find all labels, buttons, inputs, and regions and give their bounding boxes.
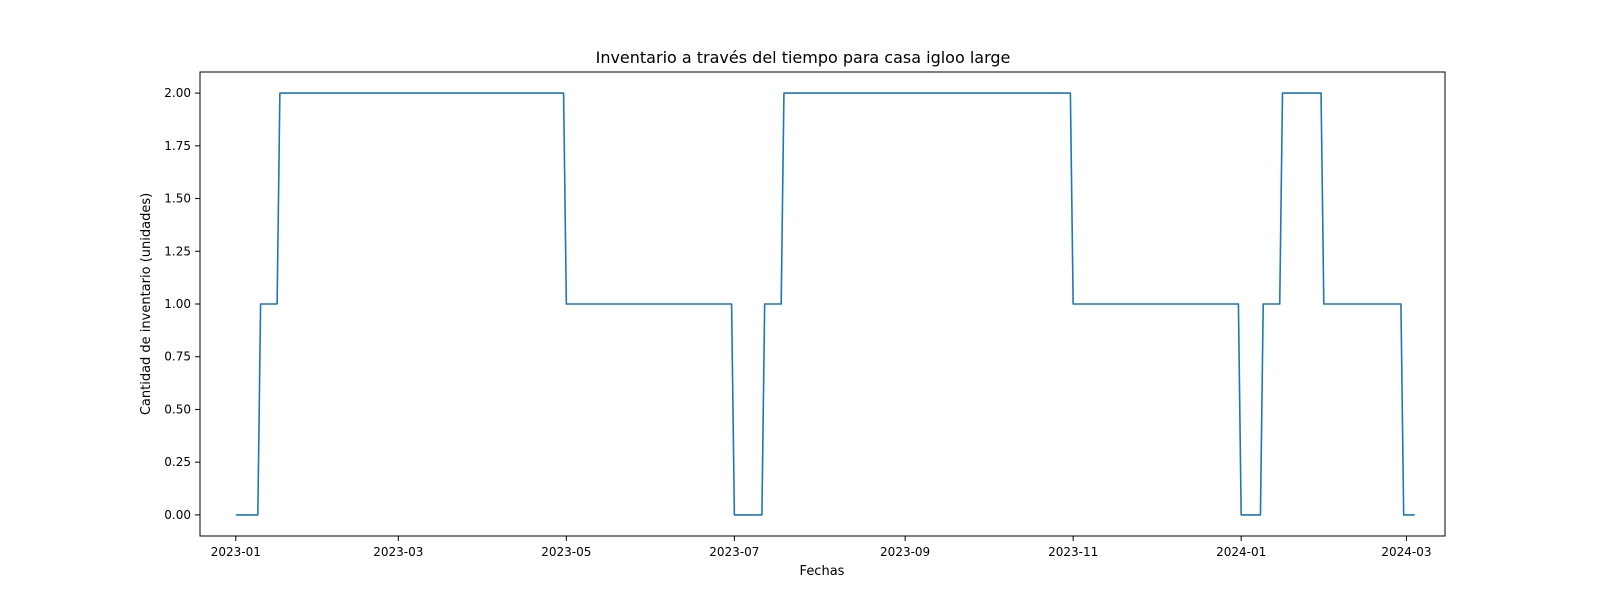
x-tick-label: 2023-11 xyxy=(1048,545,1098,559)
y-tick-label: 1.50 xyxy=(164,192,191,206)
y-axis: 0.00 0.25 0.50 0.75 1.00 1.25 1.50 1.75 2.00 xyxy=(164,86,200,522)
y-tick-label: 0.25 xyxy=(164,455,191,469)
chart-title: Inventario a través del tiempo para casa… xyxy=(596,48,1011,67)
plot-frame xyxy=(199,71,1446,537)
y-tick-label: 1.75 xyxy=(164,139,191,153)
series-line xyxy=(235,92,1415,516)
x-tick-label: 2023-03 xyxy=(373,545,423,559)
y-tick-label: 1.25 xyxy=(164,244,191,258)
y-tick-label: 1.00 xyxy=(164,297,191,311)
x-tick-label: 2024-01 xyxy=(1216,545,1266,559)
y-axis-label: Cantidad de inventario (unidades) xyxy=(139,193,154,415)
y-tick-label: 2.00 xyxy=(164,86,191,100)
x-tick-label: 2023-09 xyxy=(880,545,930,559)
plot-area xyxy=(200,72,1445,536)
x-tick-label: 2023-01 xyxy=(211,545,261,559)
x-tick-label: 2024-03 xyxy=(1381,545,1431,559)
x-axis: 2023-01 2023-03 2023-05 2023-07 2023-09 2023-… xyxy=(211,536,1432,559)
x-tick-label: 2023-05 xyxy=(541,545,591,559)
x-tick-label: 2023-07 xyxy=(709,545,759,559)
y-tick-label: 0.00 xyxy=(164,508,191,522)
series-layer xyxy=(235,92,1415,516)
y-tick-label: 0.75 xyxy=(164,350,191,364)
y-tick-label: 0.50 xyxy=(164,402,191,416)
x-axis-label: Fechas xyxy=(800,564,845,579)
